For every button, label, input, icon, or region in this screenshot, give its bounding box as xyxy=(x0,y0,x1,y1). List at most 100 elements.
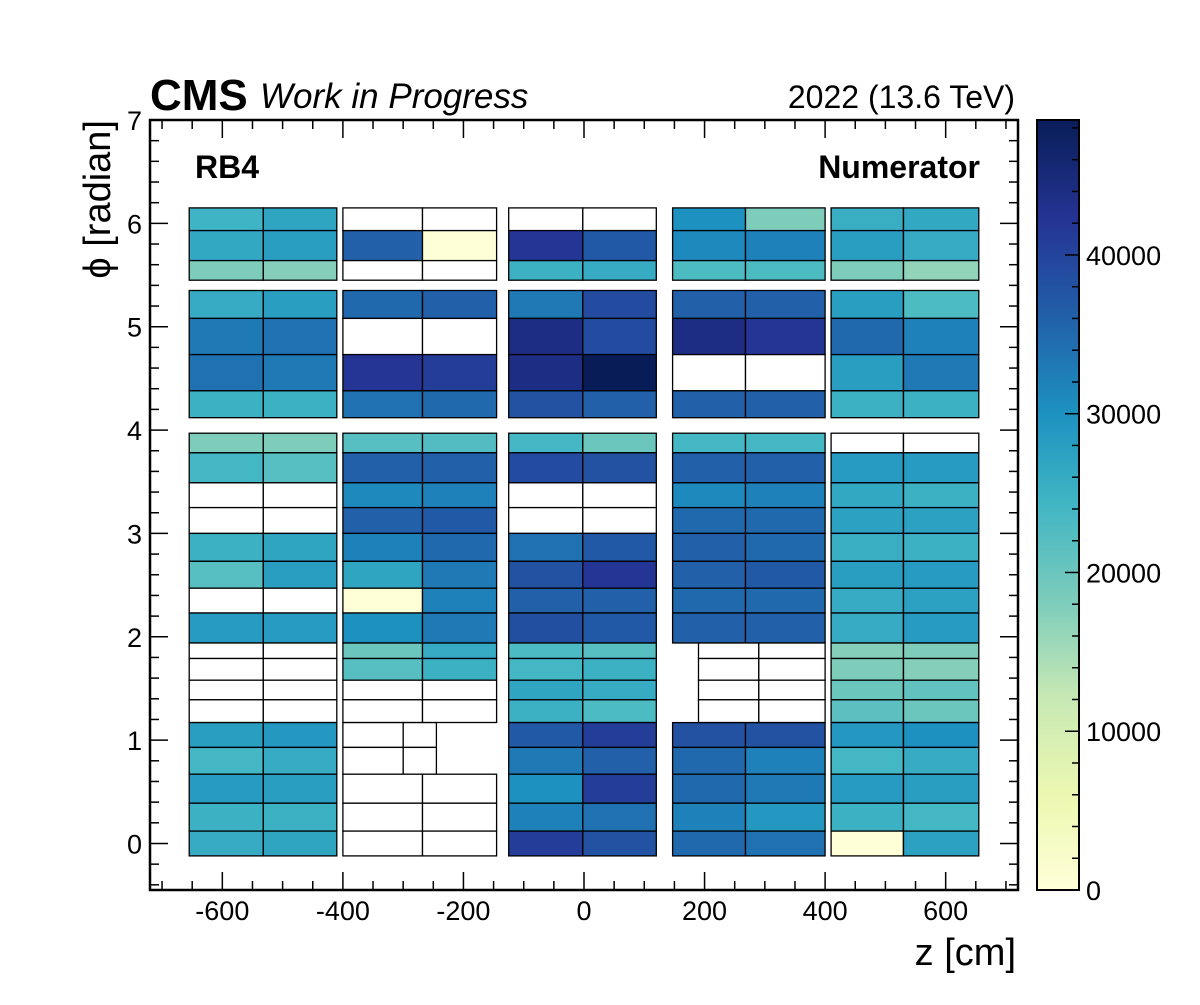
x-tick-label: 0 xyxy=(576,896,591,926)
heatmap-cell xyxy=(830,699,905,724)
heatmap-cell xyxy=(342,699,424,724)
heatmap-cell xyxy=(342,642,424,660)
heatmap-cell xyxy=(342,289,424,320)
heatmap-cell xyxy=(902,802,980,832)
heatmap-cell xyxy=(342,746,404,775)
heatmap-cell xyxy=(262,560,338,589)
heatmap-cell xyxy=(671,612,747,644)
y-tick-label: 6 xyxy=(127,209,142,239)
heatmap-cell xyxy=(508,830,584,857)
heatmap-cell xyxy=(342,452,424,484)
heatmap-cell xyxy=(902,830,980,857)
y-tick-label: 0 xyxy=(127,829,142,859)
heatmap-cell xyxy=(744,532,826,562)
heatmap-cell xyxy=(508,642,584,660)
heatmap-cell xyxy=(582,390,657,419)
heatmap-cell xyxy=(671,532,747,562)
heatmap-cell xyxy=(188,657,264,681)
heatmap-cell xyxy=(342,830,424,857)
heatmap-cell xyxy=(262,532,338,562)
colorbar-tick-label: 30000 xyxy=(1086,400,1161,430)
heatmap-cell xyxy=(402,721,438,749)
heatmap-cell xyxy=(188,773,264,804)
heatmap-cell xyxy=(188,612,264,644)
heatmap-cell xyxy=(508,560,584,589)
heatmap-cell xyxy=(744,773,826,804)
heatmap-cell xyxy=(744,452,826,484)
heatmap-cell xyxy=(830,721,905,749)
heatmap-cell xyxy=(697,699,760,724)
colorbar-tick-label: 0 xyxy=(1086,876,1101,906)
heatmap-cell xyxy=(342,353,424,392)
x-tick-label: -200 xyxy=(436,896,490,926)
heatmap-cell xyxy=(188,587,264,614)
heatmap-cell xyxy=(697,642,760,660)
heatmap-cell xyxy=(671,560,747,589)
heatmap-cell xyxy=(744,802,826,832)
heatmap-cell xyxy=(188,721,264,749)
heatmap-cell xyxy=(830,612,905,644)
heatmap-cell xyxy=(582,289,657,320)
heatmap-cell xyxy=(582,259,657,281)
heatmap-cell xyxy=(758,699,826,724)
heatmap-cell xyxy=(508,289,584,320)
x-tick-label: -600 xyxy=(195,896,249,926)
heatmap-cell xyxy=(902,390,980,419)
heatmap-cell xyxy=(830,506,905,535)
heatmap-cell xyxy=(582,560,657,589)
heatmap-cell xyxy=(262,773,338,804)
heatmap-cell xyxy=(262,207,338,232)
heatmap-cell xyxy=(744,830,826,857)
colorbar-tick-label: 20000 xyxy=(1086,558,1161,588)
y-tick-label: 7 xyxy=(127,106,142,136)
heatmap-cell xyxy=(508,229,584,262)
heatmap-cell xyxy=(902,746,980,775)
colorbar-tick-label: 10000 xyxy=(1086,717,1161,747)
heatmap-cell xyxy=(902,587,980,614)
heatmap-cell xyxy=(262,587,338,614)
heatmap-cell xyxy=(342,259,424,281)
heatmap-cell xyxy=(421,452,498,484)
heatmap-cell xyxy=(262,506,338,535)
heatmap-cell xyxy=(188,679,264,701)
run-label: 2022 (13.6 TeV) xyxy=(788,79,1015,115)
heatmap-cell xyxy=(421,830,498,857)
heatmap-cell xyxy=(508,773,584,804)
heatmap-cell xyxy=(421,587,498,614)
heatmap-cell xyxy=(671,587,747,614)
heatmap-cell xyxy=(582,353,657,392)
heatmap-cell xyxy=(582,452,657,484)
heatmap-cell xyxy=(902,317,980,356)
heatmap-cell xyxy=(262,721,338,749)
heatmap-cell xyxy=(342,802,424,832)
heatmap-cell xyxy=(744,207,826,232)
heatmap-cell xyxy=(582,699,657,724)
heatmap-cell xyxy=(902,353,980,392)
heatmap-cell xyxy=(262,452,338,484)
heatmap-cell xyxy=(830,657,905,681)
heatmap-cell xyxy=(421,432,498,454)
heatmap-cell xyxy=(421,289,498,320)
heatmap-cell xyxy=(902,612,980,644)
heatmap-cell xyxy=(744,259,826,281)
heatmap-cell xyxy=(902,657,980,681)
heatmap-cell xyxy=(508,699,584,724)
heatmap-cell xyxy=(830,207,905,232)
status-label: Work in Progress xyxy=(260,77,528,116)
heatmap-cell xyxy=(342,432,424,454)
heatmap-cell xyxy=(188,317,264,356)
heatmap-cell xyxy=(582,642,657,660)
heatmap-cell xyxy=(582,532,657,562)
heatmap-cell xyxy=(508,482,584,509)
heatmap-cell xyxy=(582,830,657,857)
heatmap-cell xyxy=(342,612,424,644)
heatmap-cell xyxy=(421,532,498,562)
heatmap-cell xyxy=(582,802,657,832)
heatmap-cell xyxy=(744,432,826,454)
heatmap-cell xyxy=(188,746,264,775)
heatmap-cell xyxy=(262,830,338,857)
heatmap-cell xyxy=(830,802,905,832)
heatmap-cell xyxy=(188,532,264,562)
heatmap-cell xyxy=(671,353,747,392)
